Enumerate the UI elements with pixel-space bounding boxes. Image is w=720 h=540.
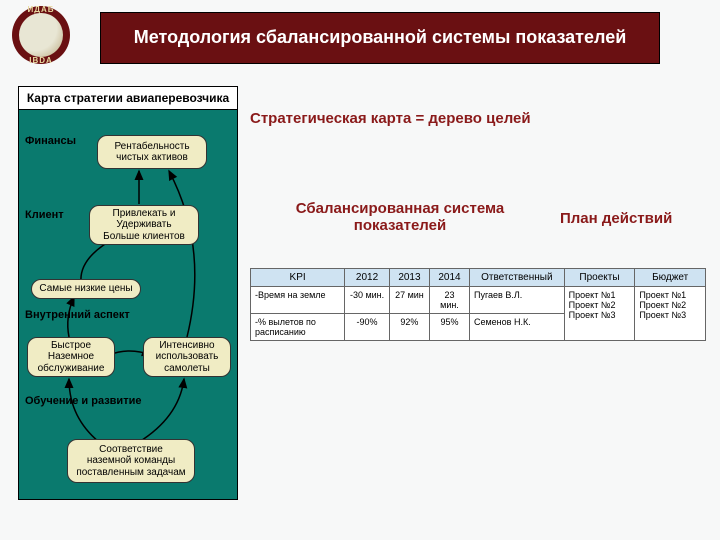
logo-badge: ИДАБ IBDA	[12, 6, 70, 64]
table-row: -Время на земле -30 мин. 27 мин 23 мин. …	[251, 287, 706, 314]
cell-2013: 27 мин	[389, 287, 429, 314]
page-title-text: Методология сбалансированной системы пок…	[134, 27, 627, 49]
cell-kpi: -% вылетов по расписанию	[251, 314, 345, 341]
perspective-internal: Внутренний аспект	[25, 309, 130, 321]
node-attract: Привлекать и Удерживать Больше клиентов	[89, 205, 199, 245]
node-team-align: Соответствие наземной команды поставленн…	[67, 439, 195, 483]
strategy-map-title: Карта стратегии авиаперевозчика	[19, 87, 237, 110]
cell-2012: -30 мин.	[345, 287, 390, 314]
heading-bsc-wrap: Сбалансированная система показателей	[290, 200, 510, 234]
col-kpi: KPI	[251, 269, 345, 287]
globe-icon	[19, 13, 63, 57]
cell-kpi: -Время на земле	[251, 287, 345, 314]
perspective-customer: Клиент	[25, 209, 64, 221]
heading-action-plan: План действий	[560, 210, 672, 227]
bsc-table-wrap: KPI 2012 2013 2014 Ответственный Проекты…	[250, 268, 706, 341]
cell-2014: 95%	[429, 314, 469, 341]
node-low-prices: Самые низкие цены	[31, 279, 141, 299]
strategy-map-panel: Карта стратегии авиаперевозчика Финансы …	[18, 86, 238, 500]
cell-owner: Пугаев В.Л.	[469, 287, 564, 314]
heading-bsc: Сбалансированная система показателей	[290, 200, 510, 234]
logo-bottom-text: IBDA	[12, 56, 70, 65]
cell-owner: Семенов Н.К.	[469, 314, 564, 341]
heading-action-plan-wrap: План действий	[560, 210, 672, 227]
cell-2012: -90%	[345, 314, 390, 341]
cell-projects: Проект №1 Проект №2 Проект №3	[564, 287, 635, 341]
node-profitability: Рентабельность чистых активов	[97, 135, 207, 169]
col-budget: Бюджет	[635, 269, 706, 287]
right-headings: Стратегическая карта = дерево целей	[250, 94, 710, 127]
node-use-planes: Интенсивно использовать самолеты	[143, 337, 231, 377]
heading-map-equals-tree: Стратегическая карта = дерево целей	[250, 110, 710, 127]
cell-2014: 23 мин.	[429, 287, 469, 314]
page-title: Методология сбалансированной системы пок…	[100, 12, 660, 64]
table-header-row: KPI 2012 2013 2014 Ответственный Проекты…	[251, 269, 706, 287]
perspective-finance: Финансы	[25, 135, 76, 147]
col-2014: 2014	[429, 269, 469, 287]
col-2012: 2012	[345, 269, 390, 287]
col-owner: Ответственный	[469, 269, 564, 287]
perspective-learning: Обучение и развитие	[25, 395, 141, 407]
col-projects: Проекты	[564, 269, 635, 287]
cell-2013: 92%	[389, 314, 429, 341]
cell-budget: Проект №1 Проект №2 Проект №3	[635, 287, 706, 341]
node-ground-service: Быстрое Наземное обслуживание	[27, 337, 115, 377]
col-2013: 2013	[389, 269, 429, 287]
bsc-table: KPI 2012 2013 2014 Ответственный Проекты…	[250, 268, 706, 341]
